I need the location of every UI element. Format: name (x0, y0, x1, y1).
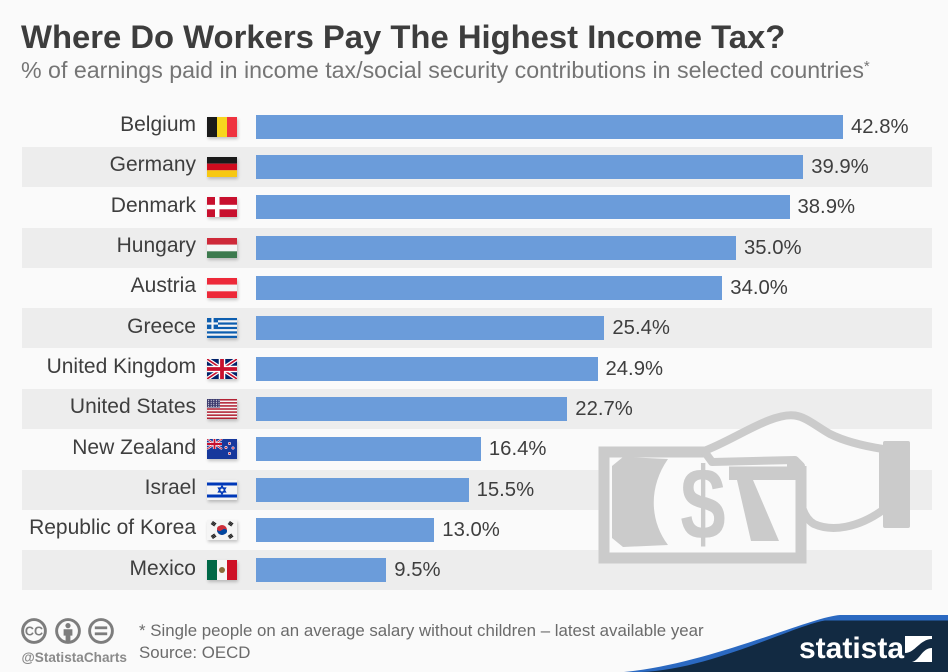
svg-text:CC: CC (25, 625, 43, 639)
